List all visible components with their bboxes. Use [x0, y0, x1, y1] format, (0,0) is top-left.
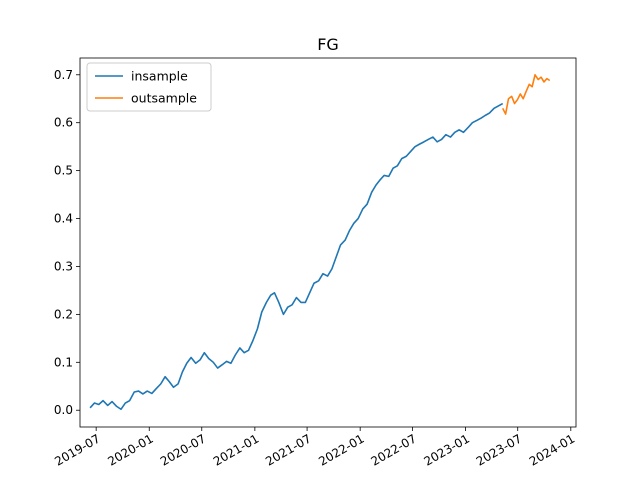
series-line-insample [89, 102, 504, 411]
y-tick-label: 0.6 [54, 116, 73, 130]
legend: insample outsample [86, 62, 212, 112]
legend-box [86, 62, 212, 112]
plot-frame [79, 57, 577, 428]
y-tick-label: 0.5 [54, 164, 73, 178]
series-line-outsample [501, 73, 551, 115]
legend-label-insample: insample [131, 69, 188, 84]
series-layer [89, 73, 551, 411]
y-tick-label: 0.2 [54, 307, 73, 321]
y-tick-label: 0.0 [54, 403, 73, 417]
y-tick-label: 0.4 [54, 212, 73, 226]
y-tick-label: 0.7 [54, 68, 73, 82]
y-axis: 0.0 0.1 0.2 0.3 0.4 0.5 0.6 0.7 [54, 68, 80, 417]
chart-title: FG [317, 35, 339, 54]
y-tick-label: 0.3 [54, 259, 73, 273]
y-tick-label: 0.1 [54, 355, 73, 369]
legend-label-outsample: outsample [131, 91, 197, 106]
